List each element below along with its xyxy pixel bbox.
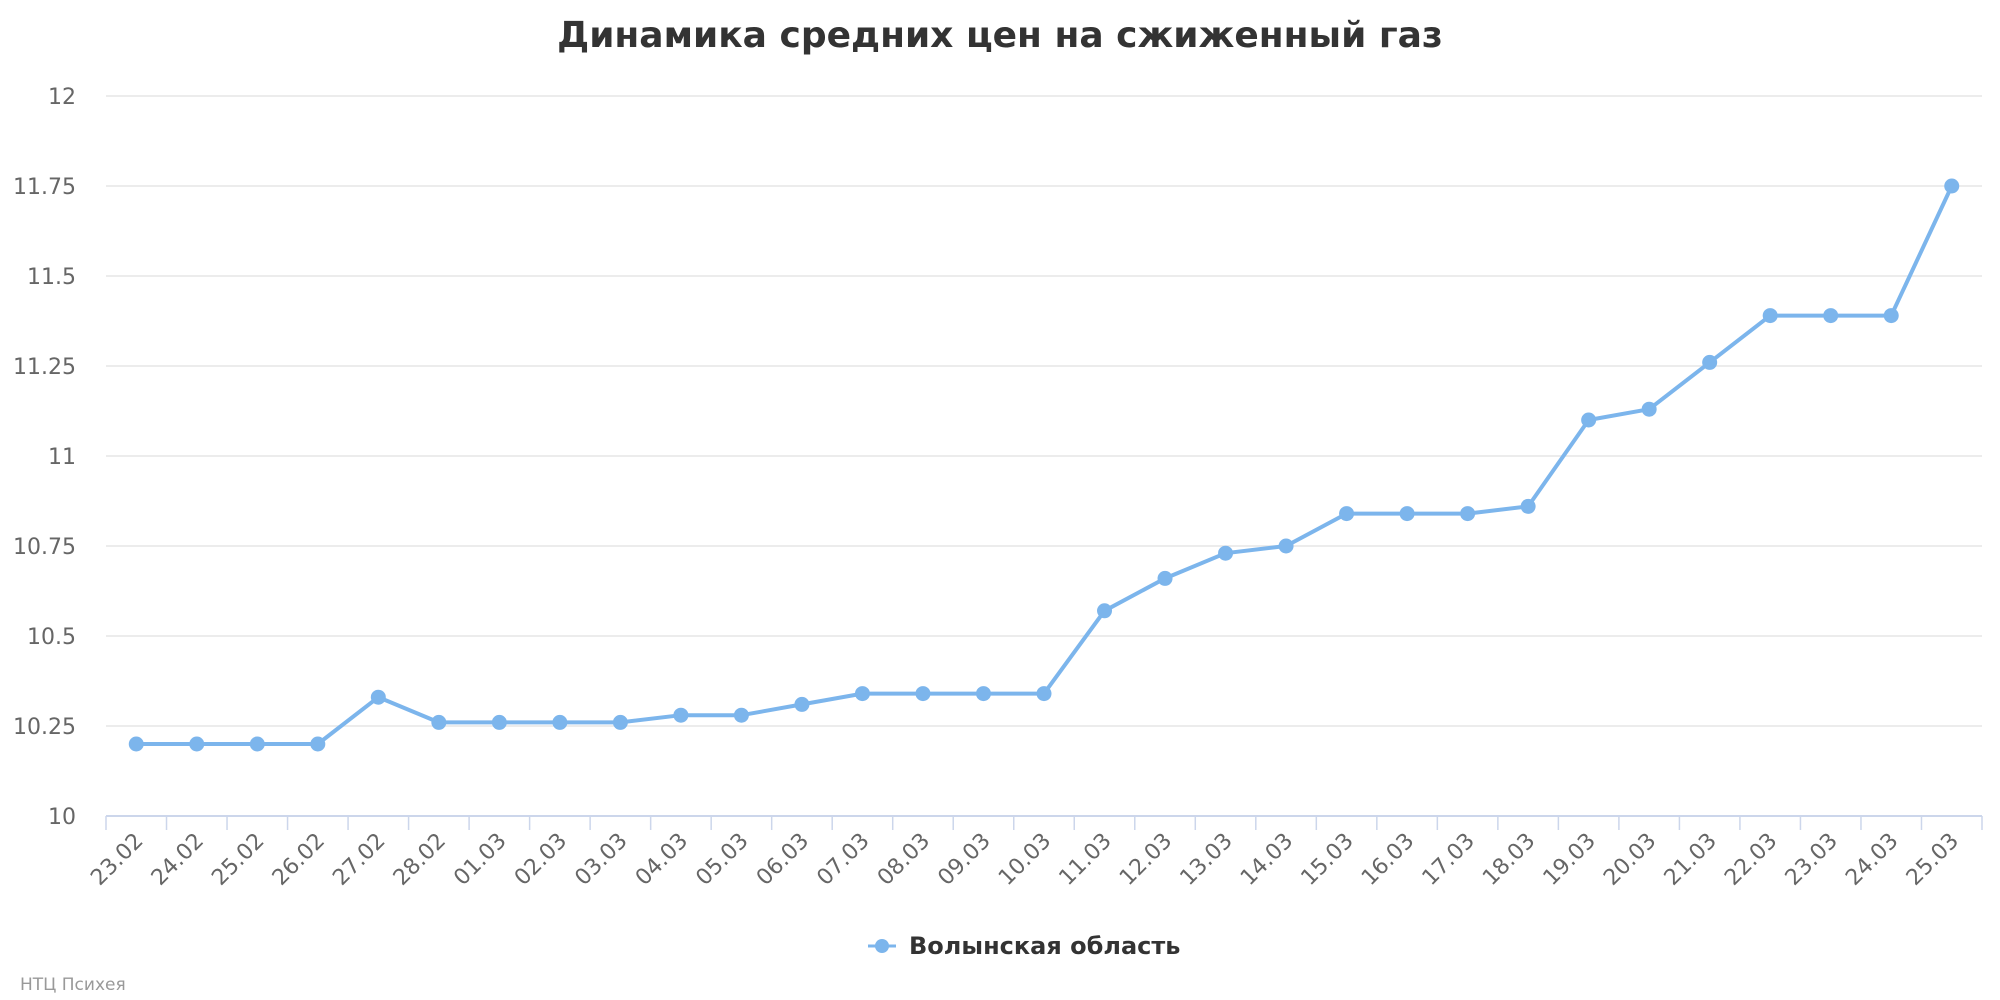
- data-point[interactable]: [1702, 354, 1718, 370]
- data-point[interactable]: [612, 714, 628, 730]
- data-point[interactable]: [733, 707, 749, 723]
- legend-item-volyn[interactable]: Волынская область: [909, 932, 1180, 960]
- x-tick-label: 26.02: [268, 829, 330, 891]
- x-axis: 23.0224.0225.0226.0227.0228.0201.0302.03…: [86, 815, 1983, 891]
- x-tick-label: 24.02: [147, 829, 209, 891]
- data-point[interactable]: [854, 686, 870, 702]
- data-point[interactable]: [491, 714, 507, 730]
- x-tick-label: 18.03: [1478, 829, 1540, 891]
- credits-text[interactable]: НТЦ Психея: [20, 975, 126, 995]
- x-tick-label: 07.03: [812, 829, 874, 891]
- x-tick-label: 04.03: [631, 829, 693, 891]
- x-tick-label: 27.02: [328, 829, 390, 891]
- y-tick-label: 11.25: [13, 355, 76, 380]
- y-tick-label: 11: [48, 445, 76, 470]
- chart-title: Динамика средних цен на сжиженный газ: [557, 15, 1443, 56]
- data-point[interactable]: [1581, 412, 1597, 428]
- data-point[interactable]: [1278, 538, 1294, 554]
- x-tick-label: 01.03: [449, 829, 511, 891]
- y-tick-label: 12: [48, 85, 76, 110]
- series-line-0[interactable]: [134, 184, 1954, 746]
- y-tick-label: 10.25: [13, 715, 76, 740]
- x-tick-label: 19.03: [1539, 829, 1601, 891]
- x-tick-label: 10.03: [994, 829, 1056, 891]
- data-point[interactable]: [431, 714, 447, 730]
- legend[interactable]: Волынская область: [868, 932, 1180, 960]
- data-point[interactable]: [1339, 506, 1355, 522]
- x-tick-label: 20.03: [1599, 829, 1661, 891]
- data-point[interactable]: [1399, 506, 1415, 522]
- y-tick-label: 11.75: [13, 175, 76, 200]
- y-tick-label: 10.75: [13, 535, 76, 560]
- data-point[interactable]: [1762, 308, 1778, 324]
- x-tick-label: 08.03: [873, 829, 935, 891]
- data-point[interactable]: [552, 714, 568, 730]
- data-point[interactable]: [1218, 545, 1234, 561]
- x-tick-label: 12.03: [1115, 829, 1177, 891]
- x-tick-label: 22.03: [1720, 829, 1782, 891]
- data-point[interactable]: [794, 696, 810, 712]
- x-tick-label: 23.03: [1781, 829, 1843, 891]
- grid-lines: [106, 95, 1982, 727]
- data-point[interactable]: [673, 707, 689, 723]
- x-tick-label: 21.03: [1660, 829, 1722, 891]
- x-tick-label: 25.02: [207, 829, 269, 891]
- x-tick-label: 05.03: [691, 829, 753, 891]
- data-point[interactable]: [1944, 178, 1960, 194]
- x-tick-label: 13.03: [1176, 829, 1238, 891]
- x-tick-label: 14.03: [1236, 829, 1298, 891]
- x-tick-label: 11.03: [1055, 829, 1117, 891]
- x-tick-label: 17.03: [1418, 829, 1480, 891]
- data-point[interactable]: [189, 736, 205, 752]
- data-point[interactable]: [1036, 686, 1052, 702]
- data-point[interactable]: [915, 686, 931, 702]
- x-tick-label: 28.02: [389, 829, 451, 891]
- data-point[interactable]: [128, 736, 144, 752]
- data-point[interactable]: [310, 736, 326, 752]
- data-point[interactable]: [1460, 506, 1476, 522]
- data-point[interactable]: [370, 689, 386, 705]
- x-tick-label: 25.03: [1902, 829, 1964, 891]
- y-axis: 10 10.25 10.5 10.75 11 11.25 11.5 11.75 12: [13, 85, 76, 830]
- x-tick-label: 15.03: [1297, 829, 1359, 891]
- y-tick-label: 10.5: [27, 625, 76, 650]
- data-point[interactable]: [1883, 308, 1899, 324]
- x-tick-label: 03.03: [570, 829, 632, 891]
- x-tick-label: 23.02: [86, 829, 148, 891]
- data-point[interactable]: [1823, 308, 1839, 324]
- y-tick-label: 11.5: [27, 265, 76, 290]
- y-tick-label: 10: [48, 805, 76, 830]
- data-point[interactable]: [1097, 603, 1113, 619]
- x-tick-label: 09.03: [934, 829, 996, 891]
- series-layer: [128, 178, 1960, 752]
- data-point[interactable]: [1157, 570, 1173, 586]
- x-tick-label: 06.03: [752, 829, 814, 891]
- data-point[interactable]: [1641, 401, 1657, 417]
- data-point[interactable]: [975, 686, 991, 702]
- x-tick-label: 24.03: [1841, 829, 1903, 891]
- data-point[interactable]: [1520, 498, 1536, 514]
- data-point[interactable]: [249, 736, 265, 752]
- x-tick-label: 02.03: [510, 829, 572, 891]
- legend-dot-marker: [875, 939, 889, 953]
- x-tick-label: 16.03: [1357, 829, 1419, 891]
